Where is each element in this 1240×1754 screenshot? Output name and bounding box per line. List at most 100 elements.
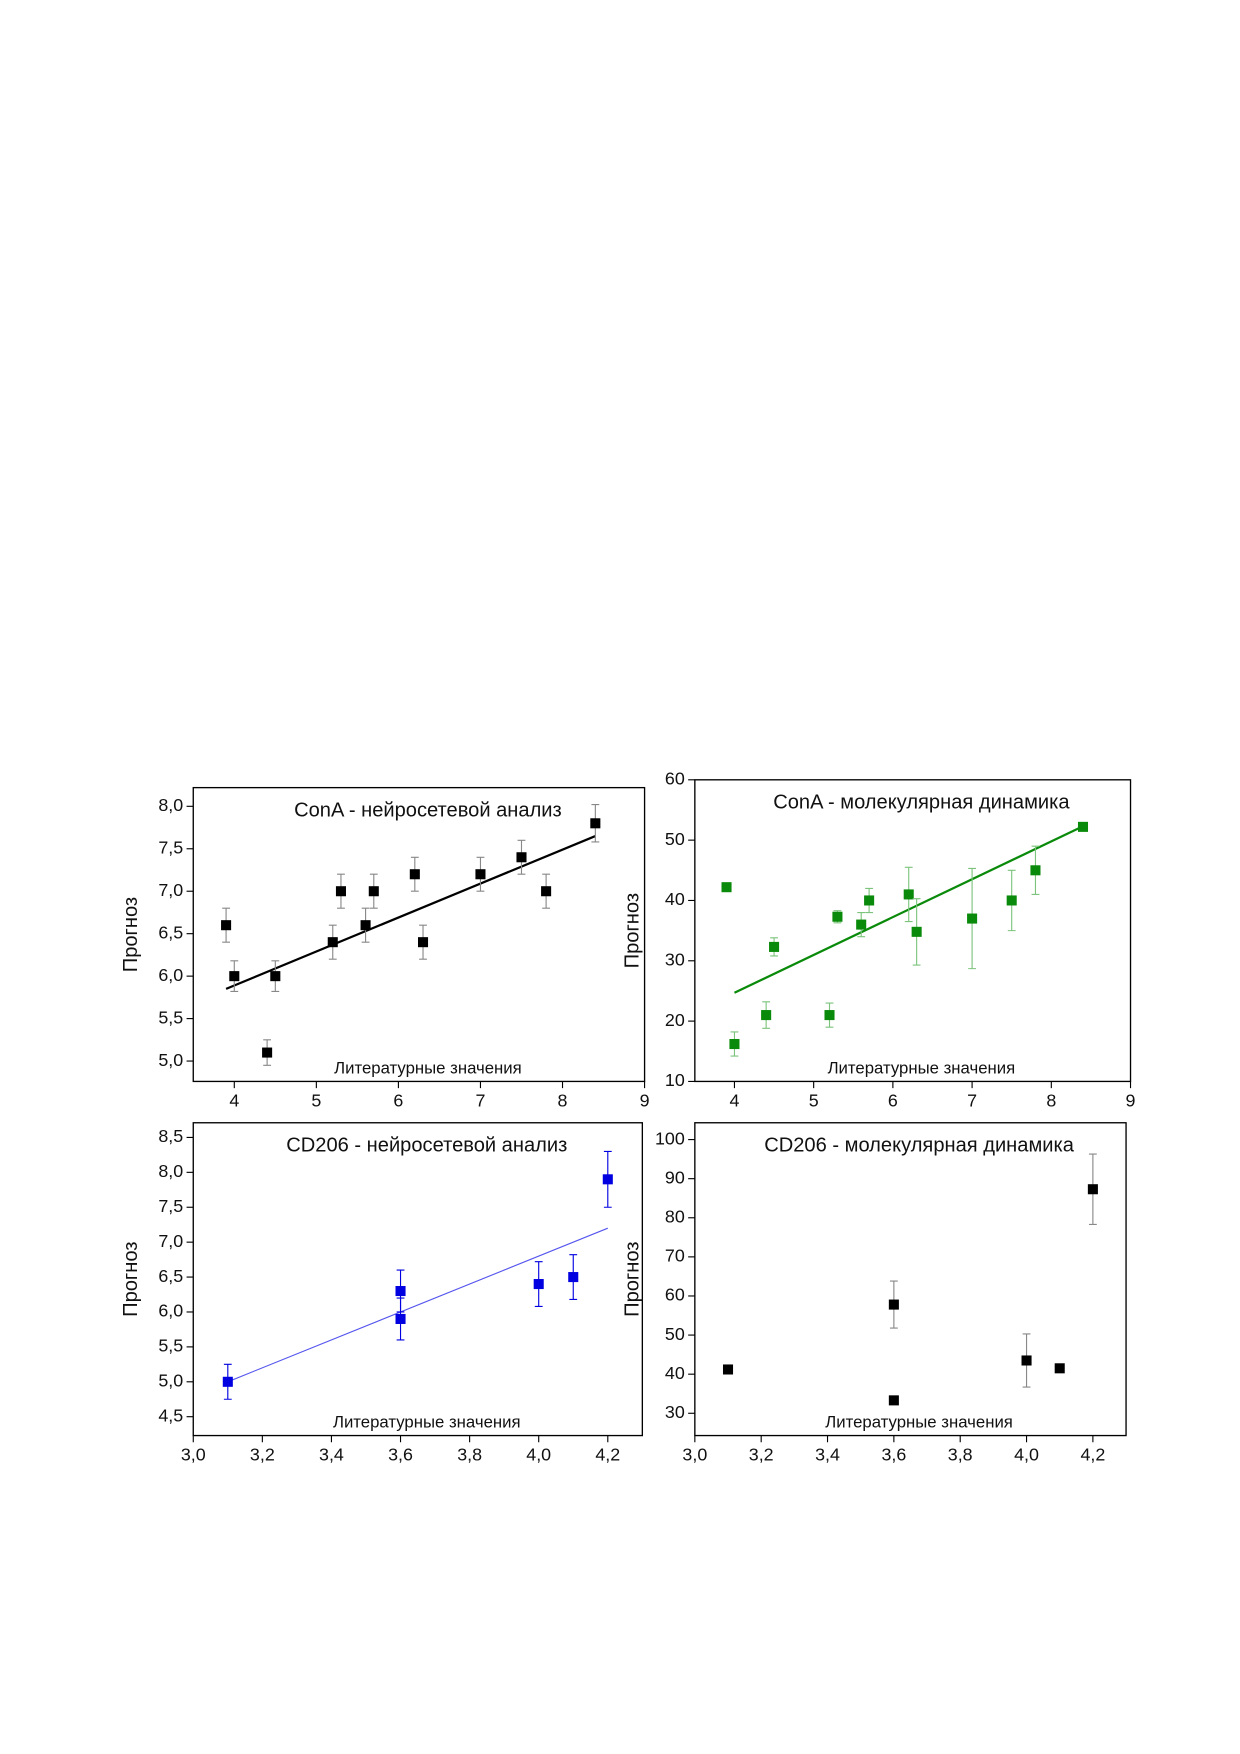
x-tick-label: 9: [1126, 1090, 1136, 1110]
x-tick-label: 6: [393, 1090, 403, 1110]
y-tick-label: 5,0: [158, 1371, 183, 1391]
point: [967, 913, 978, 924]
x-tick-label: 3,6: [881, 1444, 906, 1464]
chart-title: ConA - молекулярная динамика: [773, 792, 1070, 814]
y-tick-label: 40: [665, 1363, 685, 1383]
x-tick-label: 5: [311, 1090, 321, 1110]
y-tick-label: 10: [665, 1070, 685, 1090]
point: [856, 919, 867, 930]
plot-frame: [192, 1122, 644, 1437]
point: [568, 1272, 579, 1283]
y-tick-label: 6,5: [158, 922, 183, 942]
y-tick-label: 50: [665, 829, 685, 849]
point: [262, 1047, 273, 1058]
chart-title: ConA - нейросетевой анализ: [294, 799, 562, 821]
point: [229, 971, 240, 982]
point: [903, 889, 914, 900]
point: [221, 920, 232, 931]
y-axis-label: Прогноз: [622, 1241, 644, 1316]
point: [1054, 1363, 1065, 1374]
x-tick-label: 3,0: [682, 1444, 707, 1464]
point: [409, 869, 420, 880]
x-axis-label: Литературные значения: [828, 1059, 1016, 1078]
y-tick-label: 7,0: [158, 1231, 183, 1251]
x-tick-label: 3,6: [388, 1444, 413, 1464]
x-tick-label: 4,0: [526, 1444, 551, 1464]
x-tick-label: 7: [967, 1090, 977, 1110]
x-tick-label: 3,4: [319, 1444, 344, 1464]
y-tick-label: 5,5: [158, 1336, 183, 1356]
x-tick-label: 3,2: [749, 1444, 774, 1464]
point: [590, 818, 601, 829]
x-tick-label: 4,2: [1080, 1444, 1105, 1464]
plot-frame: [192, 786, 646, 1083]
y-tick-label: 7,5: [158, 1196, 183, 1216]
y-tick-label: 7,0: [158, 880, 183, 900]
y-tick-label: 50: [665, 1324, 685, 1344]
point: [417, 937, 429, 948]
point: [475, 869, 486, 880]
fit-line: [227, 1227, 609, 1383]
x-tick-label: 4,0: [1014, 1444, 1039, 1464]
point: [761, 1010, 772, 1021]
point: [533, 1279, 544, 1290]
point: [516, 852, 527, 863]
y-tick-label: 30: [665, 1402, 685, 1422]
point: [769, 941, 780, 952]
y-tick-label: 70: [665, 1246, 685, 1266]
y-tick-label: 6,5: [158, 1266, 183, 1286]
point: [832, 911, 843, 922]
y-axis-label: Прогноз: [120, 897, 142, 972]
y-axis-label: Прогноз: [120, 1241, 142, 1316]
point: [888, 1395, 899, 1406]
y-tick-label: 80: [665, 1206, 685, 1226]
x-tick-label: 8: [558, 1090, 568, 1110]
point: [1077, 821, 1089, 832]
x-tick-label: 5: [809, 1090, 819, 1110]
point: [360, 920, 371, 931]
y-tick-label: 8,5: [158, 1126, 183, 1146]
y-tick-label: 6,0: [158, 1301, 183, 1321]
x-tick-label: 3,8: [457, 1444, 482, 1464]
fit-line: [225, 834, 596, 990]
y-tick-label: 5,5: [158, 1007, 183, 1027]
y-tick-label: 7,5: [158, 837, 183, 857]
x-tick-label: 9: [640, 1090, 650, 1110]
point: [395, 1286, 406, 1297]
y-tick-label: 5,0: [158, 1050, 183, 1070]
point: [335, 886, 346, 897]
y-axis-label: Прогноз: [622, 893, 644, 968]
x-tick-label: 3,2: [250, 1444, 275, 1464]
y-tick-label: 20: [665, 1010, 685, 1030]
x-tick-label: 8: [1046, 1090, 1056, 1110]
x-axis-label: Литературные значения: [825, 1413, 1013, 1432]
plot-frame: [694, 1122, 1127, 1437]
x-tick-label: 6: [888, 1090, 898, 1110]
point: [1021, 1355, 1032, 1366]
point: [864, 895, 875, 906]
point: [1087, 1184, 1098, 1195]
point: [222, 1376, 233, 1387]
x-tick-label: 3,8: [948, 1444, 973, 1464]
y-tick-label: 8,0: [158, 1161, 183, 1181]
x-tick-label: 4: [729, 1090, 739, 1110]
chart-title: CD206 - молекулярная динамика: [764, 1135, 1074, 1157]
point: [1030, 865, 1041, 876]
x-tick-label: 4,2: [595, 1444, 620, 1464]
plot-frame: [694, 779, 1132, 1083]
point: [602, 1174, 613, 1185]
point: [824, 1010, 835, 1021]
y-tick-label: 60: [665, 1285, 685, 1305]
y-tick-label: 90: [665, 1167, 685, 1187]
x-tick-label: 3,4: [815, 1444, 840, 1464]
x-axis-label: Литературные значения: [333, 1413, 521, 1432]
point: [721, 882, 732, 893]
y-tick-label: 40: [665, 889, 685, 909]
y-tick-label: 60: [665, 769, 685, 789]
y-tick-label: 4,5: [158, 1405, 183, 1425]
x-tick-label: 7: [475, 1090, 485, 1110]
point: [270, 971, 281, 982]
x-tick-label: 4: [229, 1090, 239, 1110]
